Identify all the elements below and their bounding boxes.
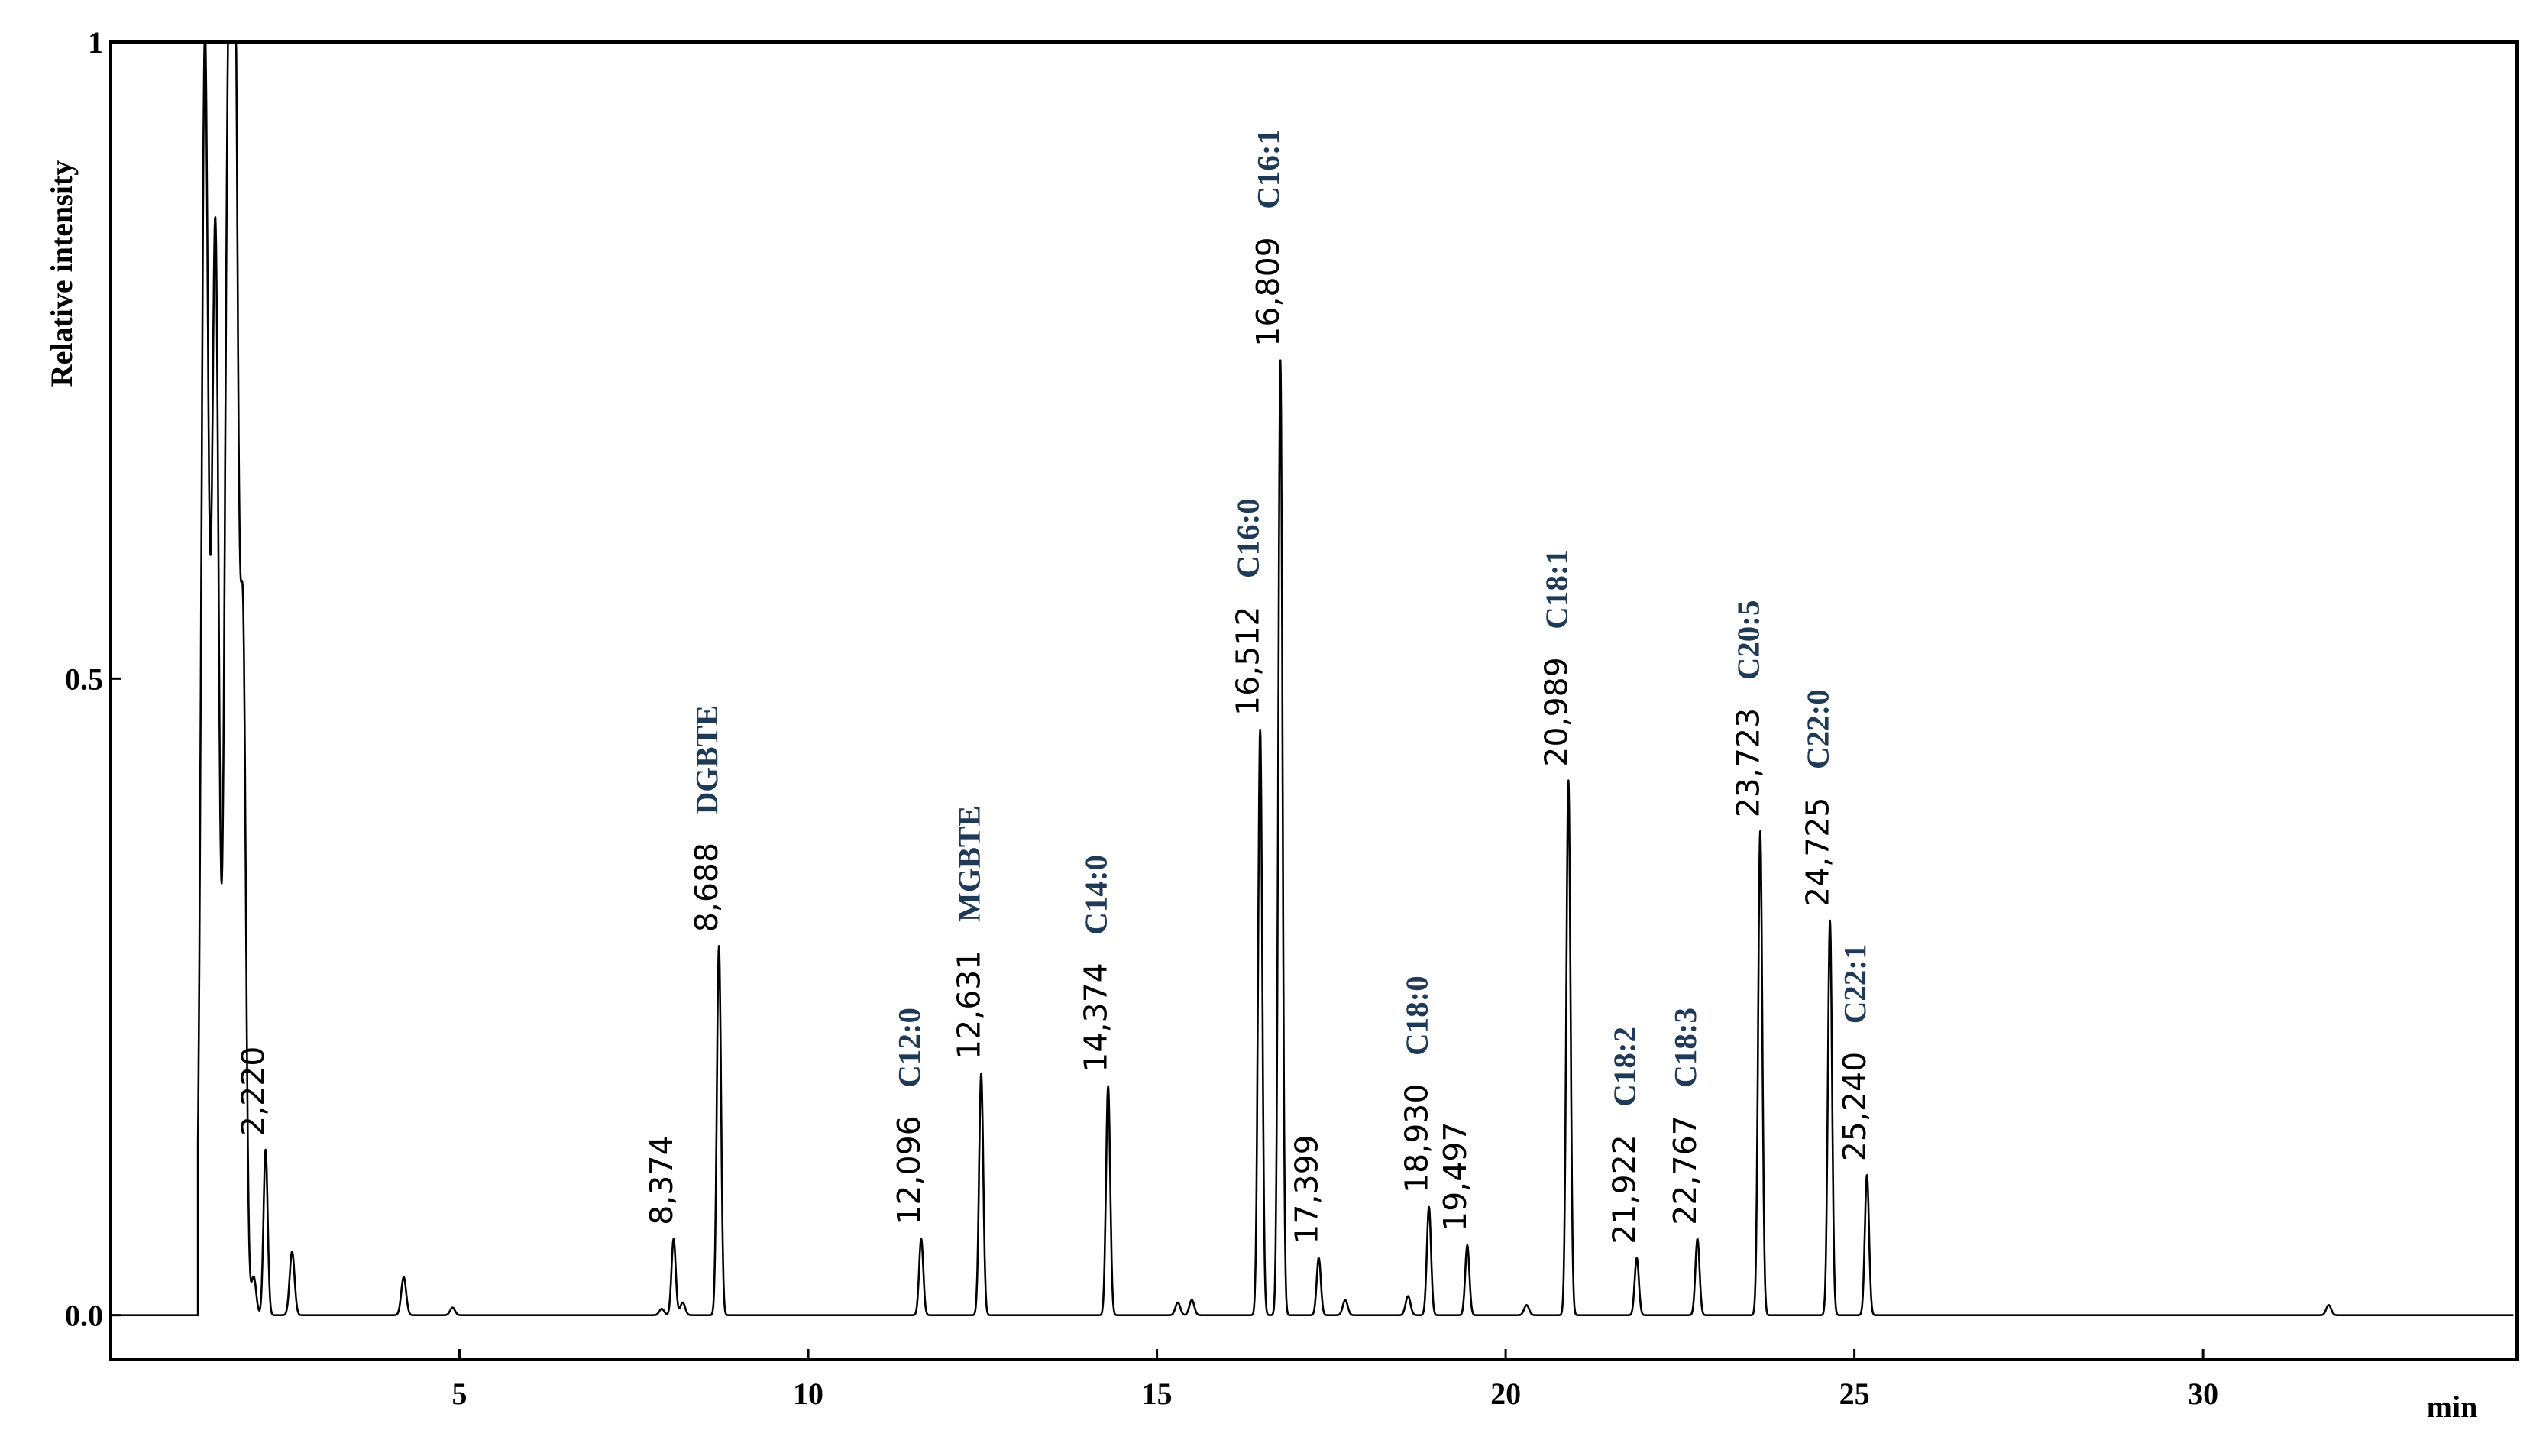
peak-rt-label: 12,096	[891, 1115, 927, 1225]
peak-rt-label: 18,930	[1399, 1084, 1435, 1193]
peak-rt-label: 22,767	[1667, 1115, 1703, 1225]
compound-label: C20:5	[1730, 600, 1765, 681]
axes: 5 10 15 20 25 30 0.0 0.5 1	[65, 25, 2519, 1411]
compound-label: C18:0	[1399, 976, 1435, 1056]
x-tick-label: 30	[2188, 1377, 2218, 1411]
compound-label: C18:1	[1538, 549, 1574, 629]
y-axis-label: Relative intensity	[44, 160, 79, 387]
peak-rt-label: 14,374	[1078, 963, 1114, 1072]
y-tick-label: 1	[88, 25, 103, 60]
compound-label: C22:1	[1837, 944, 1872, 1024]
peak-rt-label: 16,809	[1250, 237, 1286, 346]
compound-label: MGBTE	[952, 805, 987, 922]
y-tick-label: 0.0	[65, 1299, 103, 1333]
peak-rt-label: 17,399	[1288, 1134, 1325, 1244]
x-tick-label: 15	[1142, 1377, 1173, 1411]
peak-rt-label: 20,989	[1538, 657, 1574, 766]
compound-label: C22:0	[1800, 689, 1836, 769]
peak-rt-label: 16,512	[1230, 607, 1267, 716]
compound-label: DGBTE	[689, 705, 724, 815]
x-tick-label: 20	[1490, 1377, 1521, 1411]
peak-rt-label: 24,725	[1800, 798, 1836, 907]
compound-label: C16:0	[1231, 498, 1266, 578]
peak-labels: 2,220 8,374 8,688 DGBTE 12,096 C12:0 12,631 MGB…	[235, 129, 1873, 1244]
peak-rt-label: 8,374	[643, 1135, 680, 1225]
peak-rt-label: 23,723	[1729, 708, 1766, 817]
x-tick-label: 10	[793, 1377, 823, 1411]
compound-label: C18:2	[1607, 1027, 1642, 1107]
peak-rt-label: 25,240	[1836, 1052, 1873, 1161]
peak-rt-label: 8,688	[688, 843, 725, 932]
compound-label: C12:0	[891, 1008, 927, 1088]
x-tick-label: 25	[1839, 1377, 1870, 1411]
x-tick-label: 5	[452, 1377, 467, 1411]
x-axis-label: min	[2427, 1390, 2478, 1424]
chromatogram-trace	[111, 40, 2515, 1316]
peak-rt-label: 19,497	[1437, 1122, 1474, 1231]
compound-label: C14:0	[1079, 855, 1114, 935]
plot-frame	[109, 40, 2519, 1361]
peak-rt-label: 12,631	[951, 950, 988, 1060]
peak-rt-label: 21,922	[1606, 1134, 1643, 1244]
trace-layer	[111, 40, 2515, 1316]
peak-rt-label: 2,220	[235, 1047, 272, 1136]
y-tick-label: 0.5	[65, 662, 103, 696]
compound-label: C18:3	[1668, 1008, 1703, 1088]
compound-label: C16:1	[1250, 129, 1286, 209]
